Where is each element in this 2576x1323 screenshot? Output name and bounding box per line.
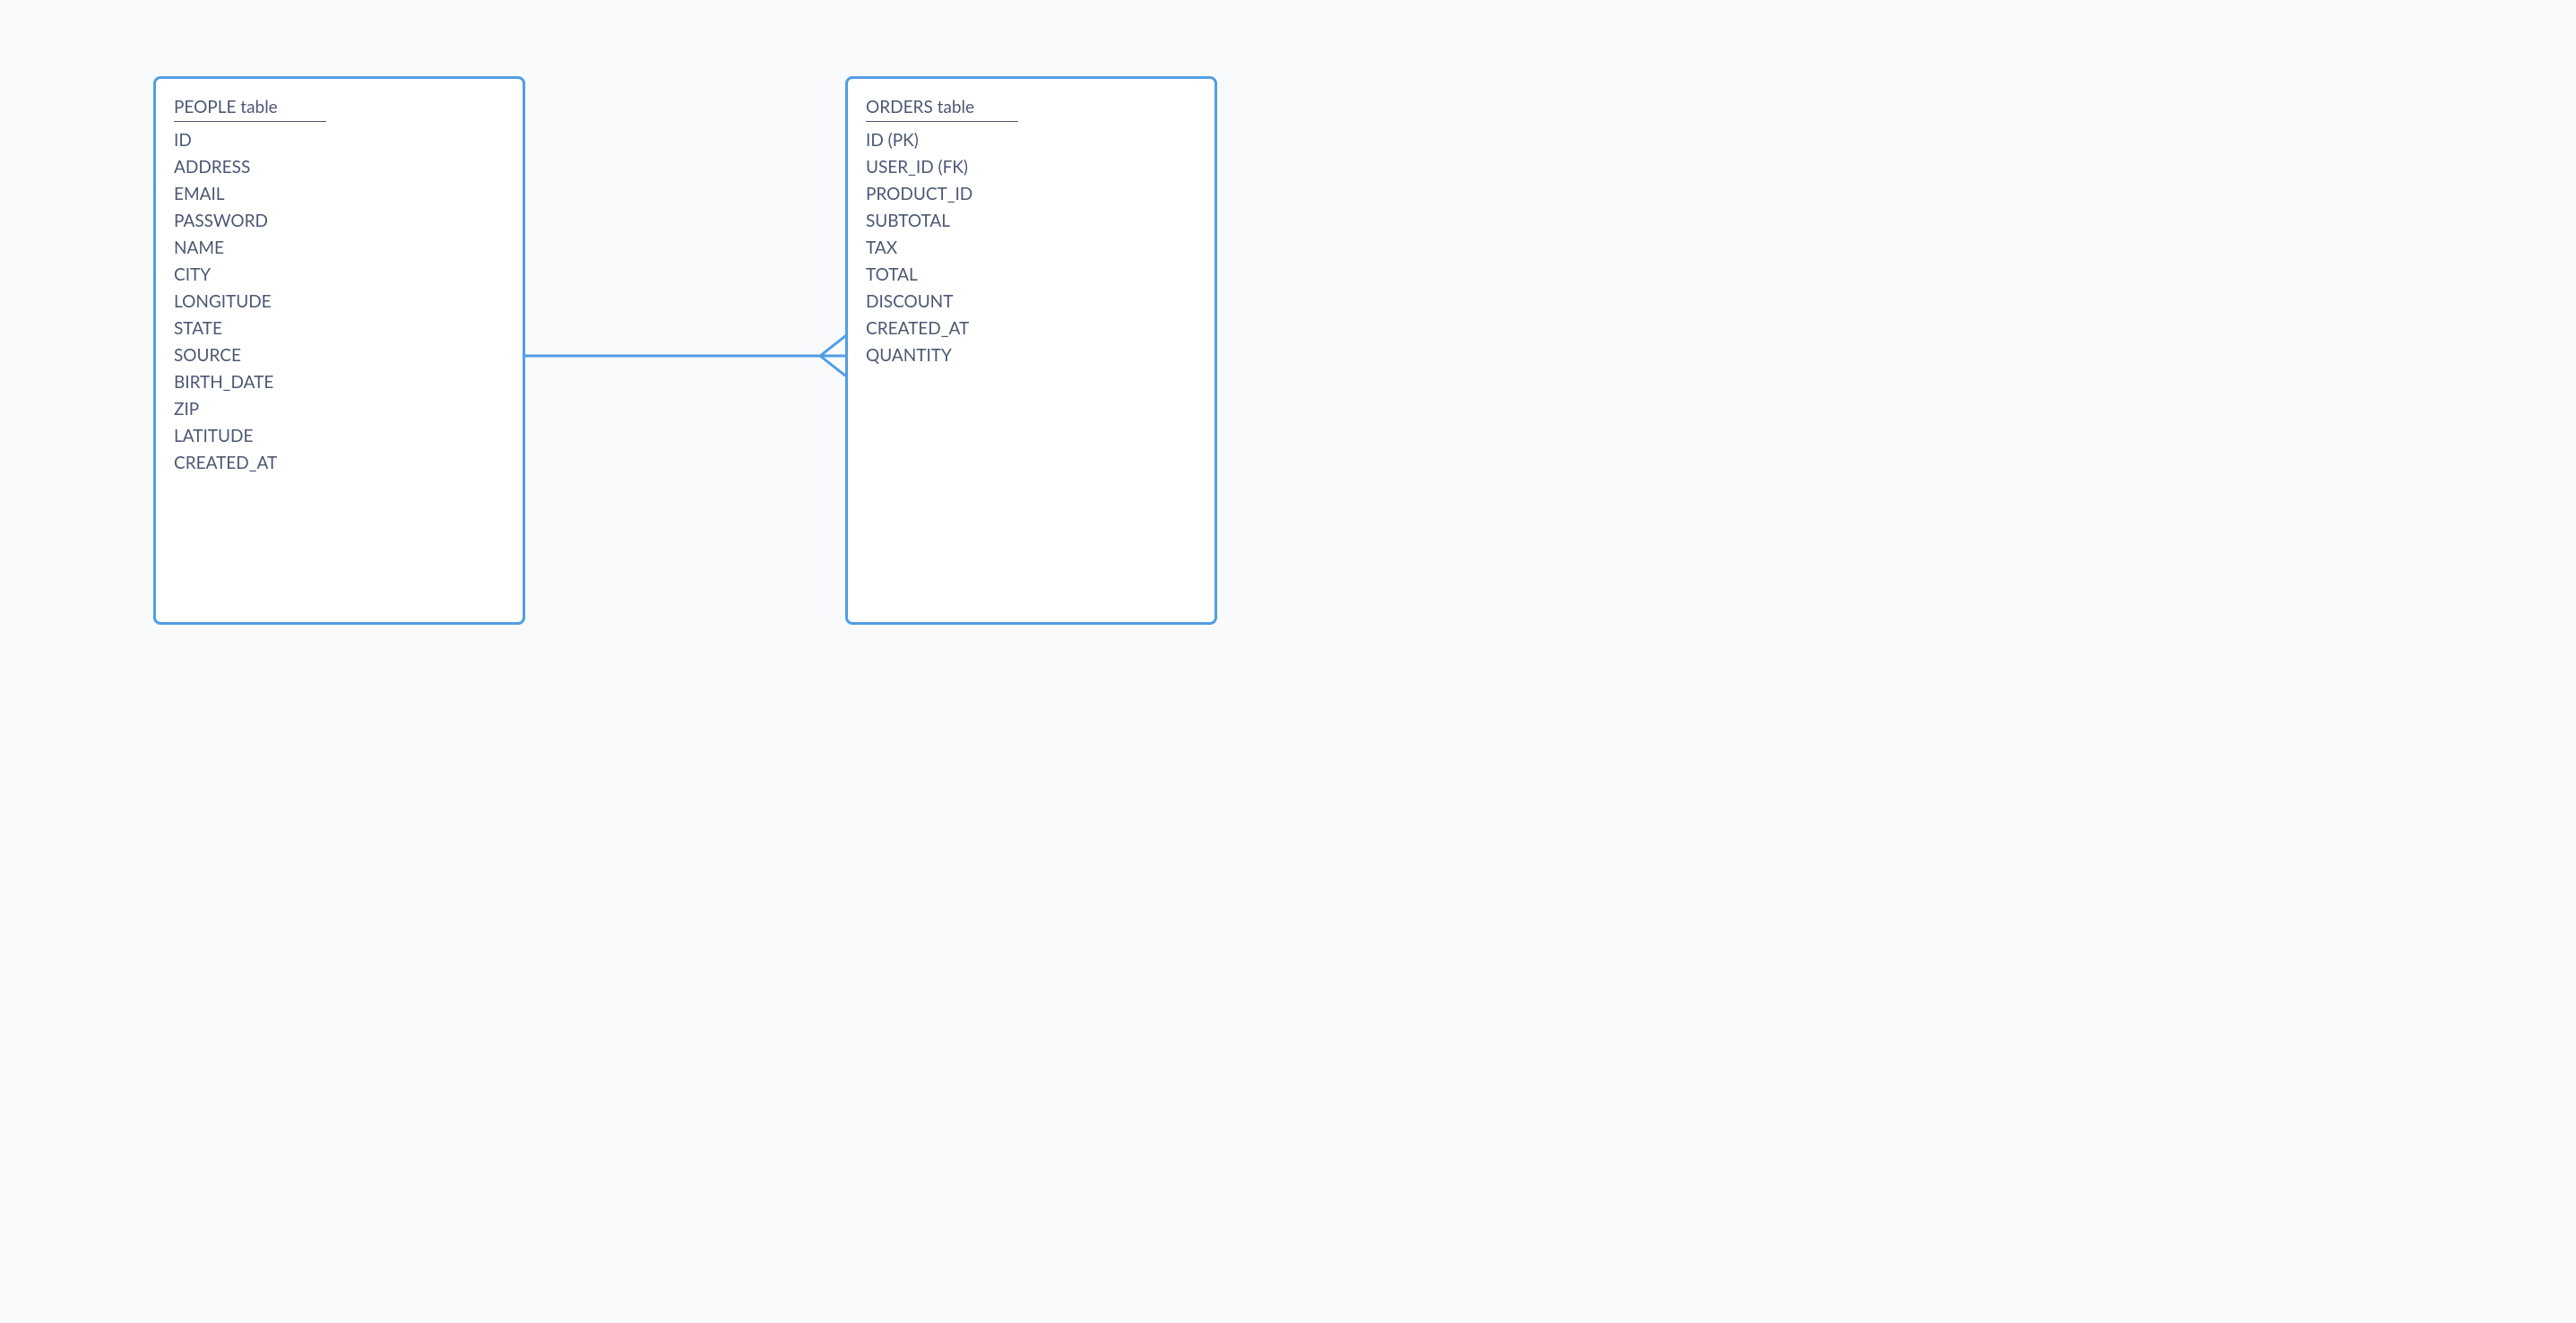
entity-field: ZIP xyxy=(174,396,505,423)
entity-field: LONGITUDE xyxy=(174,289,505,316)
entity-field: ADDRESS xyxy=(174,154,505,181)
entity-field: ID xyxy=(174,127,505,154)
entity-field: PASSWORD xyxy=(174,208,505,235)
entity-field: PRODUCT_ID xyxy=(866,181,1197,208)
entity-field: CREATED_AT xyxy=(174,450,505,477)
entity-field: SOURCE xyxy=(174,342,505,369)
entity-field: USER_ID (FK) xyxy=(866,154,1197,181)
entity-field: CITY xyxy=(174,262,505,289)
entity-field: STATE xyxy=(174,316,505,342)
entity-field: DISCOUNT xyxy=(866,289,1197,316)
entity-field: TOTAL xyxy=(866,262,1197,289)
entity-field: LATITUDE xyxy=(174,423,505,450)
entity-field: NAME xyxy=(174,235,505,262)
entity-title: ORDERS table xyxy=(866,97,1018,122)
entity-field: BIRTH_DATE xyxy=(174,369,505,396)
entity-fields: IDADDRESSEMAILPASSWORDNAMECITYLONGITUDES… xyxy=(174,127,505,477)
entity-field: ID (PK) xyxy=(866,127,1197,154)
entity-orders: ORDERS table ID (PK)USER_ID (FK)PRODUCT_I… xyxy=(845,76,1217,625)
entity-fields: ID (PK)USER_ID (FK)PRODUCT_IDSUBTOTALTAX… xyxy=(866,127,1197,369)
er-diagram-canvas: PEOPLE table IDADDRESSEMAILPASSWORDNAMECI… xyxy=(0,0,1288,662)
entity-field: QUANTITY xyxy=(866,342,1197,369)
entity-people: PEOPLE table IDADDRESSEMAILPASSWORDNAMECI… xyxy=(153,76,525,625)
entity-field: CREATED_AT xyxy=(866,316,1197,342)
entity-field: TAX xyxy=(866,235,1197,262)
entity-title: PEOPLE table xyxy=(174,97,326,122)
entity-field: EMAIL xyxy=(174,181,505,208)
entity-field: SUBTOTAL xyxy=(866,208,1197,235)
